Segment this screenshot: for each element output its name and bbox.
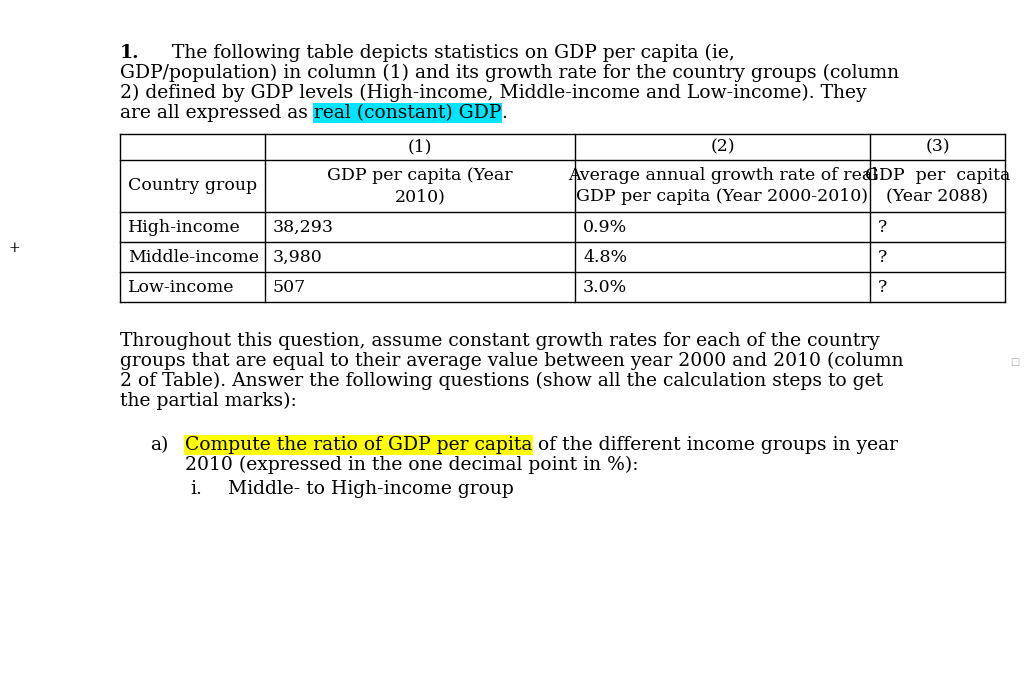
Text: (3): (3) — [926, 138, 950, 155]
Text: □: □ — [1010, 358, 1019, 367]
Text: Middle- to High-income group: Middle- to High-income group — [228, 480, 514, 498]
Text: GDP  per  capita
(Year 2088): GDP per capita (Year 2088) — [865, 167, 1011, 205]
Text: ?: ? — [878, 248, 887, 266]
Text: Low-income: Low-income — [128, 279, 234, 296]
Bar — [184, 435, 534, 455]
Text: 38,293: 38,293 — [273, 219, 334, 235]
Text: are all expressed as: are all expressed as — [120, 104, 314, 122]
Text: GDP per capita (Year
2010): GDP per capita (Year 2010) — [328, 167, 513, 205]
Text: Country group: Country group — [128, 178, 257, 195]
Text: +: + — [8, 241, 19, 255]
Text: 2 of Table). Answer the following questions (show all the calculation steps to g: 2 of Table). Answer the following questi… — [120, 372, 883, 390]
Text: 1.: 1. — [120, 44, 139, 62]
Text: ?: ? — [878, 219, 887, 235]
Bar — [313, 103, 502, 123]
Text: of the different income groups in year: of the different income groups in year — [532, 436, 898, 454]
Text: 2010 (expressed in the one decimal point in %):: 2010 (expressed in the one decimal point… — [185, 456, 639, 474]
Text: 4.8%: 4.8% — [583, 248, 627, 266]
Text: 3,980: 3,980 — [273, 248, 323, 266]
Text: i.: i. — [190, 480, 202, 498]
Text: (2): (2) — [711, 138, 735, 155]
Text: The following table depicts statistics on GDP per capita (ie,: The following table depicts statistics o… — [142, 44, 735, 62]
Text: ?: ? — [878, 279, 887, 296]
Text: Middle-income: Middle-income — [128, 248, 259, 266]
Text: 2) defined by GDP levels (High-income, Middle-income and Low-income). They: 2) defined by GDP levels (High-income, M… — [120, 84, 866, 103]
Text: 507: 507 — [273, 279, 306, 296]
Text: 3.0%: 3.0% — [583, 279, 628, 296]
Text: Throughout this question, assume constant growth rates for each of the country: Throughout this question, assume constan… — [120, 332, 880, 350]
Text: a): a) — [150, 436, 168, 454]
Text: real (constant) GDP: real (constant) GDP — [314, 104, 502, 122]
Text: the partial marks):: the partial marks): — [120, 392, 297, 410]
Text: High-income: High-income — [128, 219, 241, 235]
Text: GDP/population) in column (1) and its growth rate for the country groups (column: GDP/population) in column (1) and its gr… — [120, 64, 899, 83]
Text: .: . — [502, 104, 507, 122]
Text: groups that are equal to their average value between year 2000 and 2010 (column: groups that are equal to their average v… — [120, 352, 903, 370]
Text: (1): (1) — [408, 138, 432, 155]
Text: Compute the ratio of GDP per capita: Compute the ratio of GDP per capita — [185, 436, 532, 454]
Text: Average annual growth rate of real
GDP per capita (Year 2000-2010): Average annual growth rate of real GDP p… — [567, 167, 878, 205]
Text: 0.9%: 0.9% — [583, 219, 628, 235]
